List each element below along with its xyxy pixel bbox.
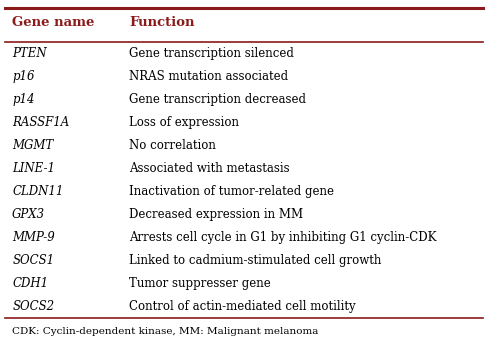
Text: RASSF1A: RASSF1A [12,116,69,129]
Text: CLDN11: CLDN11 [12,185,63,198]
Text: No correlation: No correlation [129,139,216,152]
Text: p16: p16 [12,70,35,83]
Text: p14: p14 [12,93,35,106]
Text: Loss of expression: Loss of expression [129,116,239,129]
Text: Associated with metastasis: Associated with metastasis [129,162,290,175]
Text: NRAS mutation associated: NRAS mutation associated [129,70,288,83]
Text: Linked to cadmium-stimulated cell growth: Linked to cadmium-stimulated cell growth [129,254,382,267]
Text: Arrests cell cycle in G1 by inhibiting G1 cyclin-CDK: Arrests cell cycle in G1 by inhibiting G… [129,231,437,244]
Text: Gene transcription silenced: Gene transcription silenced [129,47,294,60]
Text: Decreased expression in MM: Decreased expression in MM [129,208,304,221]
Text: SOCS1: SOCS1 [12,254,54,267]
Text: Gene transcription decreased: Gene transcription decreased [129,93,306,106]
Text: CDH1: CDH1 [12,277,48,290]
Text: MMP-9: MMP-9 [12,231,55,244]
Text: PTEN: PTEN [12,47,47,60]
Text: Tumor suppresser gene: Tumor suppresser gene [129,277,271,290]
Text: Function: Function [129,15,195,29]
Text: GPX3: GPX3 [12,208,45,221]
Text: MGMT: MGMT [12,139,54,152]
Text: CDK: Cyclin-dependent kinase, MM: Malignant melanoma: CDK: Cyclin-dependent kinase, MM: Malign… [12,327,319,337]
Text: LINE-1: LINE-1 [12,162,55,175]
Text: Gene name: Gene name [12,15,95,29]
Text: SOCS2: SOCS2 [12,300,54,313]
Text: Control of actin-mediated cell motility: Control of actin-mediated cell motility [129,300,356,313]
Text: Inactivation of tumor-related gene: Inactivation of tumor-related gene [129,185,334,198]
